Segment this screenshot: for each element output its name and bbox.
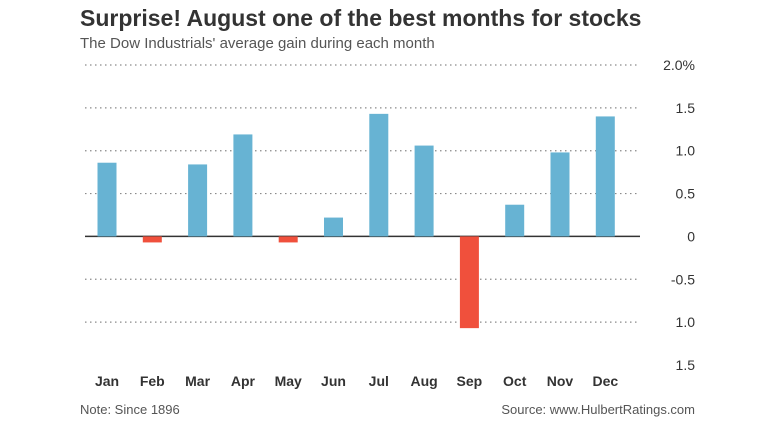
bar-nov [550, 152, 570, 237]
bar-sep [459, 236, 479, 329]
x-category-label: Feb [140, 373, 165, 389]
bar-feb [142, 236, 162, 243]
y-tick-label: 1.5 [676, 100, 696, 116]
x-category-label: Jun [321, 373, 346, 389]
y-tick-label: 0.5 [676, 186, 696, 202]
x-category-label: Apr [231, 373, 256, 389]
bar-jun [324, 217, 343, 237]
bar-aug [414, 145, 434, 237]
y-axis-tick-labels: 2.0% 1.5 1.0 0.5 0 -0.5 1.0 1.5 [663, 57, 695, 373]
y-tick-label: -0.5 [671, 271, 695, 287]
y-tick-label: 2.0% [663, 57, 695, 73]
x-axis-category-labels: Jan Feb Mar Apr May Jun Jul Aug Sep Oct Nov Dec [95, 373, 618, 389]
bar-jul [369, 113, 389, 237]
grid-lines [85, 64, 640, 323]
bar-oct [505, 204, 525, 237]
footnote: Note: Since 1896 [80, 402, 180, 417]
bar-jan [97, 162, 117, 237]
x-category-label: May [275, 373, 302, 389]
source-credit: Source: www.HulbertRatings.com [501, 402, 695, 417]
y-tick-label: 0 [687, 228, 695, 244]
chart-subtitle: The Dow Industrials' average gain during… [80, 35, 435, 52]
x-category-label: Oct [503, 373, 527, 389]
bar-apr [233, 134, 253, 237]
bar-dec [595, 116, 615, 237]
x-category-label: Mar [185, 373, 210, 389]
y-tick-label: 1.0 [676, 143, 696, 159]
bar-mar [188, 164, 208, 237]
bar-may [278, 236, 298, 243]
chart-title: Surprise! August one of the best months … [80, 5, 642, 31]
x-category-label: Nov [547, 373, 574, 389]
y-tick-label: 1.5 [676, 357, 696, 373]
x-category-label: Jan [95, 373, 119, 389]
x-category-label: Aug [410, 373, 437, 389]
y-tick-label: 1.0 [676, 314, 696, 330]
bars [97, 113, 615, 329]
x-category-label: Jul [369, 373, 389, 389]
x-category-label: Sep [457, 373, 483, 389]
x-category-label: Dec [592, 373, 618, 389]
